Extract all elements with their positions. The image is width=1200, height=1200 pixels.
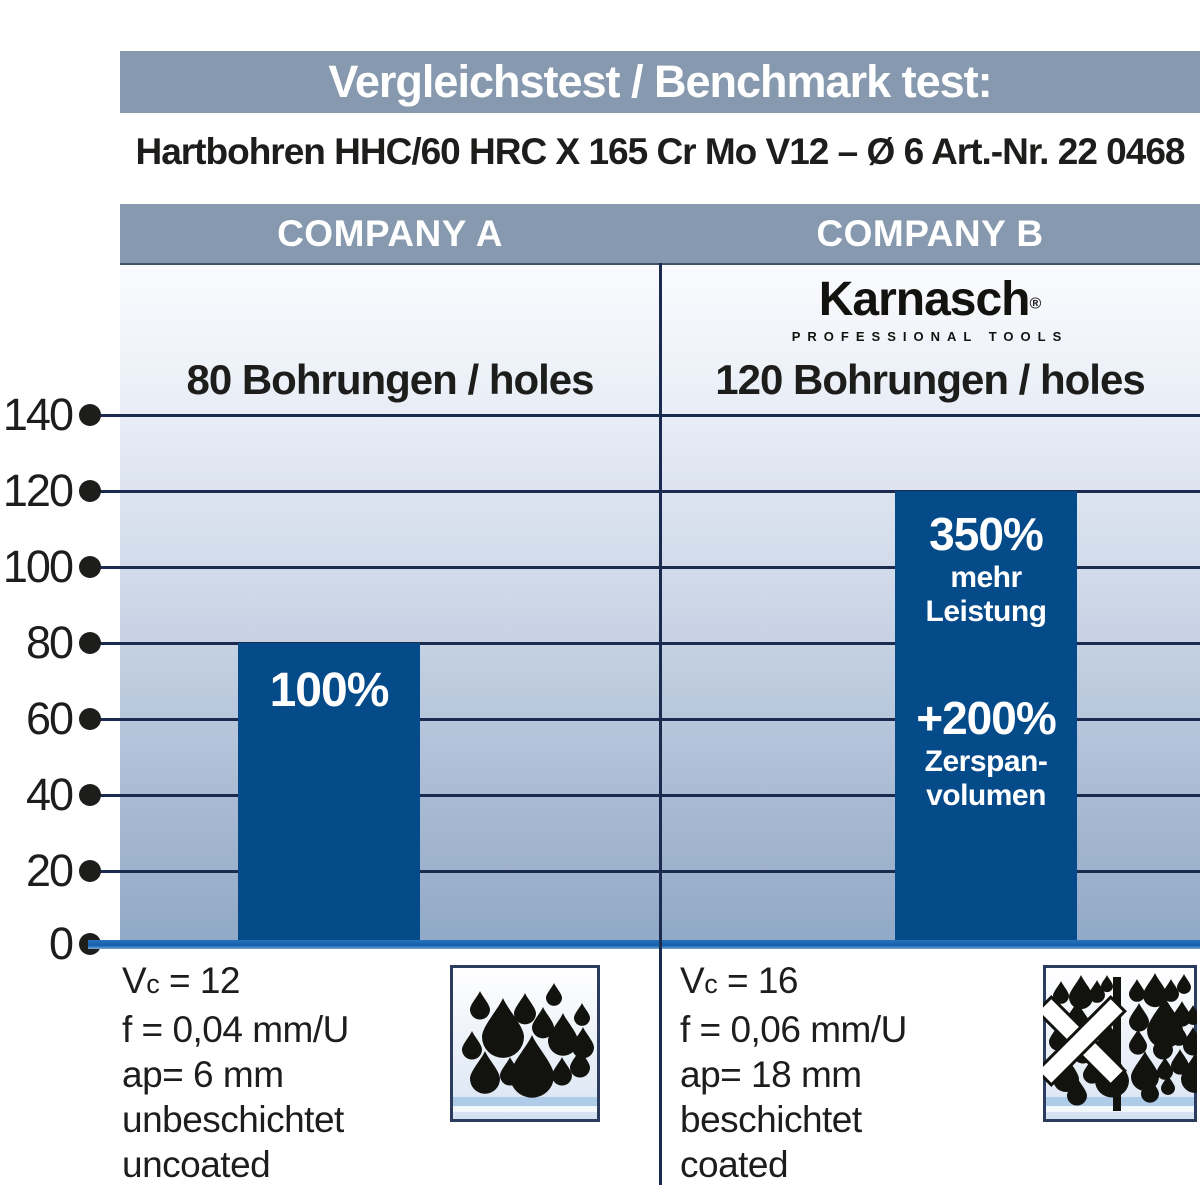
spec-b-coating-de: beschichtet xyxy=(680,1099,862,1140)
gridline-100 xyxy=(88,566,1200,569)
holes-label-company-b: 120 Bohrungen / holes xyxy=(660,352,1200,408)
spec-a-coating-en: uncoated xyxy=(122,1144,271,1185)
page-subtitle: Hartbohren HHC/60 HRC X 165 Cr Mo V12 – … xyxy=(135,131,1185,172)
vc-symbol: V xyxy=(680,960,705,1001)
vc-value: = 16 xyxy=(717,960,799,1001)
title-bar: Vergleichstest / Benchmark test: xyxy=(120,51,1200,113)
icon-separator-bar xyxy=(1113,977,1121,1111)
spec-b-feed: f = 0,06 mm/U xyxy=(680,1009,907,1050)
spec-a-depth: ap= 6 mm xyxy=(122,1054,284,1095)
spec-b-vc: Vc = 16 xyxy=(680,958,1010,1007)
holes-label-company-a: 80 Bohrungen / holes xyxy=(120,352,660,408)
gridline-80 xyxy=(88,642,1200,645)
bar-company-b: 350% mehr Leistung +200% Zerspan- volume… xyxy=(895,491,1077,940)
bar-a-percent-label: 100% xyxy=(269,664,390,717)
bar-b-performance-caption-1: mehr xyxy=(950,561,1022,594)
axis-tick-label-120: 120 xyxy=(2,465,74,516)
page-title: Vergleichstest / Benchmark test: xyxy=(328,56,992,107)
coolant-droplets-icon xyxy=(450,965,600,1122)
column-divider xyxy=(659,263,662,1185)
company-a-header: COMPANY A xyxy=(120,204,660,263)
gridline-20 xyxy=(88,870,1200,873)
brand-tagline: PROFESSIONAL TOOLS xyxy=(791,329,1069,344)
axis-tick-label-60: 60 xyxy=(25,693,74,744)
tick-dot-120 xyxy=(79,480,101,502)
company-header-bar: COMPANY A COMPANY B xyxy=(120,204,1200,263)
bar-b-volume-caption-1: Zerspan- xyxy=(924,745,1048,778)
gridline-60 xyxy=(88,718,1200,721)
subtitle-row: Hartbohren HHC/60 HRC X 165 Cr Mo V12 – … xyxy=(120,126,1200,178)
vc-subscript: c xyxy=(704,969,718,999)
company-a-label: COMPANY A xyxy=(277,212,503,254)
holes-text-a: 80 Bohrungen / holes xyxy=(186,356,594,403)
axis-tick-label-140: 140 xyxy=(2,389,74,440)
vc-subscript: c xyxy=(146,969,160,999)
baseline-zero xyxy=(88,940,1200,949)
gridline-120 xyxy=(88,490,1200,493)
axis-tick-label-0: 0 xyxy=(48,918,74,969)
registered-trademark-icon: ® xyxy=(1029,295,1042,313)
bar-a-annotation: 100% xyxy=(238,663,420,718)
bar-company-a: 100% xyxy=(238,643,420,940)
tick-dot-40 xyxy=(79,784,101,806)
holes-text-b: 120 Bohrungen / holes xyxy=(715,356,1145,403)
brand-name: Karnasch xyxy=(818,273,1031,326)
gridline-40 xyxy=(88,794,1200,797)
white-x-mark xyxy=(1043,995,1127,1087)
right-droplet-cluster xyxy=(1129,973,1197,1103)
tick-dot-20 xyxy=(79,860,101,882)
tick-dot-100 xyxy=(79,556,101,578)
axis-tick-label-40: 40 xyxy=(25,769,74,820)
spec-a-feed: f = 0,04 mm/U xyxy=(122,1009,349,1050)
bar-b-performance-caption-2: Leistung xyxy=(925,595,1048,628)
axis-tick-label-100: 100 xyxy=(2,541,74,592)
karnasch-logo: Karnasch® PROFESSIONAL TOOLS xyxy=(660,272,1200,352)
tick-dot-80 xyxy=(79,632,101,654)
dry-versus-coolant-droplets-icon xyxy=(1043,965,1197,1122)
bar-b-volume-value: +200% xyxy=(916,692,1057,744)
bar-b-performance-value: 350% xyxy=(929,508,1044,560)
vc-symbol: V xyxy=(122,960,147,1001)
axis-tick-label-80: 80 xyxy=(25,617,74,668)
bar-b-volume-annotation: +200% Zerspan- volumen xyxy=(895,691,1077,813)
gridline-140 xyxy=(88,414,1200,417)
bar-b-performance-annotation: 350% mehr Leistung xyxy=(895,507,1077,629)
specs-company-b: Vc = 16 f = 0,06 mm/U ap= 18 mm beschich… xyxy=(680,958,1010,1187)
company-b-label: COMPANY B xyxy=(816,212,1044,254)
spec-a-coating-de: unbeschichtet xyxy=(122,1099,344,1140)
axis-tick-label-20: 20 xyxy=(25,845,74,896)
vc-value: = 12 xyxy=(159,960,241,1001)
bar-b-volume-caption-2: volumen xyxy=(926,779,1046,812)
tick-dot-140 xyxy=(79,404,101,426)
company-b-header: COMPANY B xyxy=(660,204,1200,263)
tick-dot-60 xyxy=(79,708,101,730)
spec-a-vc: Vc = 12 xyxy=(122,958,452,1007)
spec-b-coating-en: coated xyxy=(680,1144,789,1185)
specs-company-a: Vc = 12 f = 0,04 mm/U ap= 6 mm unbeschic… xyxy=(122,958,452,1187)
spec-b-depth: ap= 18 mm xyxy=(680,1054,862,1095)
